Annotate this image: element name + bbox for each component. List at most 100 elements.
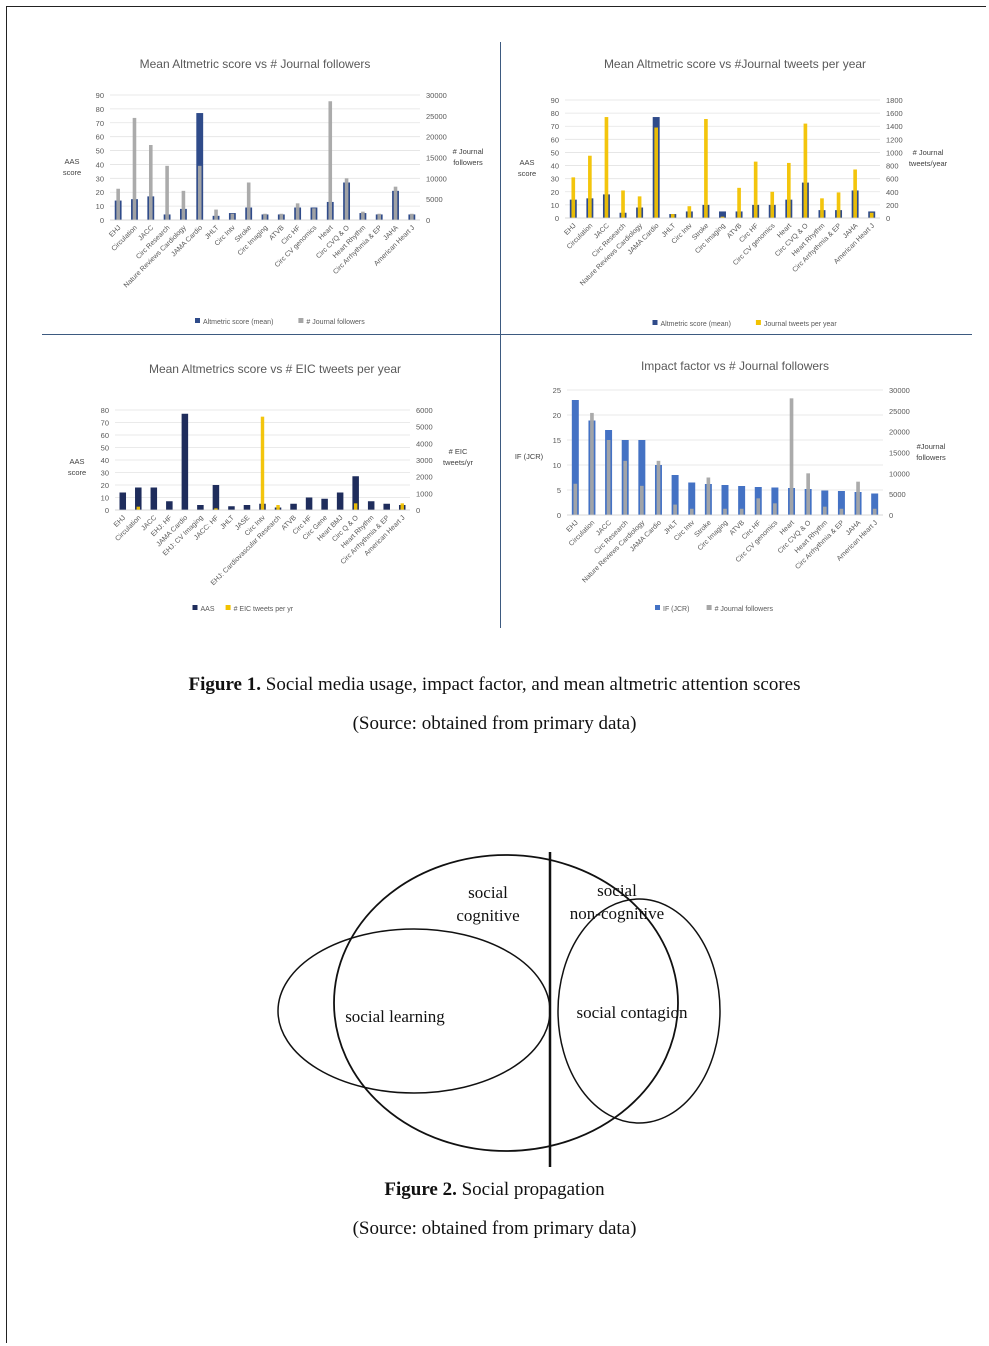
- bar-secondary: [670, 214, 675, 218]
- venn-shapes: [277, 852, 721, 1167]
- bar-altmetric: [135, 487, 142, 510]
- y-tick-label: 70: [551, 122, 559, 131]
- y-tick-label: 80: [551, 109, 559, 118]
- bar-secondary: [214, 209, 218, 220]
- figure1-source: (Source: obtained from primary data): [352, 713, 637, 734]
- bar-altmetric: [150, 487, 158, 510]
- bar-impact-factor: [638, 440, 646, 515]
- bar-secondary: [869, 212, 874, 218]
- bar-secondary: [344, 178, 349, 220]
- figure2-source: (Source: obtained from primary data): [352, 1218, 637, 1239]
- bar-secondary: [361, 211, 365, 220]
- legend-label: Journal tweets per year: [764, 321, 837, 328]
- legend-swatch: [755, 320, 761, 325]
- y2-tick-label: 25000: [889, 407, 910, 416]
- legend-swatch: [655, 605, 660, 610]
- y-tick-label: 20: [96, 188, 104, 197]
- y2-tick-label: 20000: [889, 428, 910, 437]
- y-tick-label: 10: [101, 494, 109, 503]
- legend-label: Altmetric score (mean): [203, 319, 273, 326]
- bar-altmetric: [305, 497, 313, 510]
- category-label: Circ Imaging: [694, 222, 727, 255]
- y-tick-label: 40: [96, 160, 104, 169]
- y2-tick-label: 2000: [416, 473, 433, 482]
- bar-secondary: [673, 504, 677, 515]
- y-tick-label: 30: [96, 174, 104, 183]
- bar-secondary: [590, 412, 594, 515]
- y2-axis-title: followers: [453, 158, 483, 167]
- bar-secondary: [400, 503, 404, 510]
- bar-altmetric: [166, 501, 173, 510]
- y2-tick-label: 3000: [416, 456, 433, 465]
- bar-secondary: [263, 213, 267, 220]
- bar-secondary: [260, 416, 265, 510]
- bar-secondary: [656, 460, 661, 515]
- bar-secondary: [246, 182, 251, 220]
- y-tick-label: 15: [553, 436, 561, 445]
- y-axis-title: score: [68, 468, 86, 477]
- label-social-cognitive: social cognitive: [438, 881, 538, 927]
- panel-divider-horizontal: [42, 334, 972, 335]
- figure2-caption: Figure 2. Social propagation: [0, 1179, 989, 1201]
- y2-tick-label: 1000: [416, 489, 433, 498]
- bar-secondary: [353, 503, 358, 510]
- bar-secondary: [279, 213, 284, 220]
- bar-secondary: [839, 508, 844, 515]
- bar-altmetric: [243, 505, 251, 510]
- y-tick-label: 80: [96, 105, 104, 114]
- y-axis-title: IF (JCR): [515, 452, 544, 461]
- bar-impact-factor: [671, 475, 679, 515]
- bar-secondary: [640, 485, 644, 515]
- y-axis-title: score: [518, 169, 536, 178]
- y2-tick-label: 1600: [886, 109, 903, 118]
- bar-secondary: [820, 198, 824, 218]
- bar-impact-factor: [771, 487, 779, 515]
- chart-title: Mean Altmetric score vs #Journal tweets …: [604, 57, 866, 71]
- y-tick-label: 0: [555, 214, 559, 223]
- bar-impact-factor: [871, 493, 879, 515]
- bar-secondary: [739, 508, 744, 515]
- bar-secondary: [689, 508, 694, 515]
- y2-tick-label: 0: [886, 214, 890, 223]
- bar-secondary: [753, 161, 758, 218]
- y-tick-label: 80: [101, 406, 109, 415]
- y-tick-label: 50: [551, 148, 559, 157]
- bar-impact-factor: [571, 400, 579, 515]
- venn-diagram: social cognitive social non-cognitive so…: [270, 845, 740, 1180]
- legend-swatch: [225, 605, 231, 610]
- figure2-caption-text: Social propagation: [456, 1179, 605, 1200]
- legend-swatch: [195, 318, 200, 323]
- y-tick-label: 90: [551, 96, 559, 105]
- y-tick-label: 40: [101, 456, 109, 465]
- y2-tick-label: 5000: [426, 195, 443, 204]
- y-tick-label: 60: [96, 133, 104, 142]
- figure1-caption-label: Figure 1.: [188, 674, 261, 695]
- y-tick-label: 0: [100, 216, 104, 225]
- chart-panel-bottom-right: Impact factor vs # Journal followers 0 5 10…: [505, 352, 965, 617]
- y2-axis-title: tweets/year: [909, 159, 948, 168]
- y-tick-label: 60: [101, 431, 109, 440]
- figure2-caption-label: Figure 2.: [384, 1179, 457, 1200]
- category-label: JHLT: [219, 514, 236, 531]
- y-axis-title: AAS: [519, 158, 534, 167]
- category-label: EHJ: [565, 519, 579, 533]
- bar-secondary: [230, 213, 235, 220]
- bar-secondary: [637, 196, 642, 218]
- y2-tick-label: 1000: [886, 148, 903, 157]
- y-tick-label: 50: [101, 444, 109, 453]
- y2-tick-label: 1400: [886, 122, 903, 131]
- legend-swatch: [298, 318, 304, 323]
- bar-altmetric: [352, 476, 359, 510]
- y-tick-label: 0: [557, 511, 561, 520]
- y2-axis-title: followers: [916, 453, 946, 462]
- legend-label: Altmetric score (mean): [661, 321, 731, 328]
- bar-secondary: [756, 498, 761, 515]
- y2-tick-label: 0: [889, 511, 893, 520]
- legend-label: # Journal followers: [715, 606, 774, 613]
- bar-secondary: [773, 503, 777, 515]
- bar-secondary: [621, 190, 625, 218]
- bar-impact-factor: [837, 491, 845, 515]
- bar-altmetric: [181, 413, 189, 510]
- bar-secondary: [623, 460, 628, 515]
- bar-secondary: [571, 177, 576, 218]
